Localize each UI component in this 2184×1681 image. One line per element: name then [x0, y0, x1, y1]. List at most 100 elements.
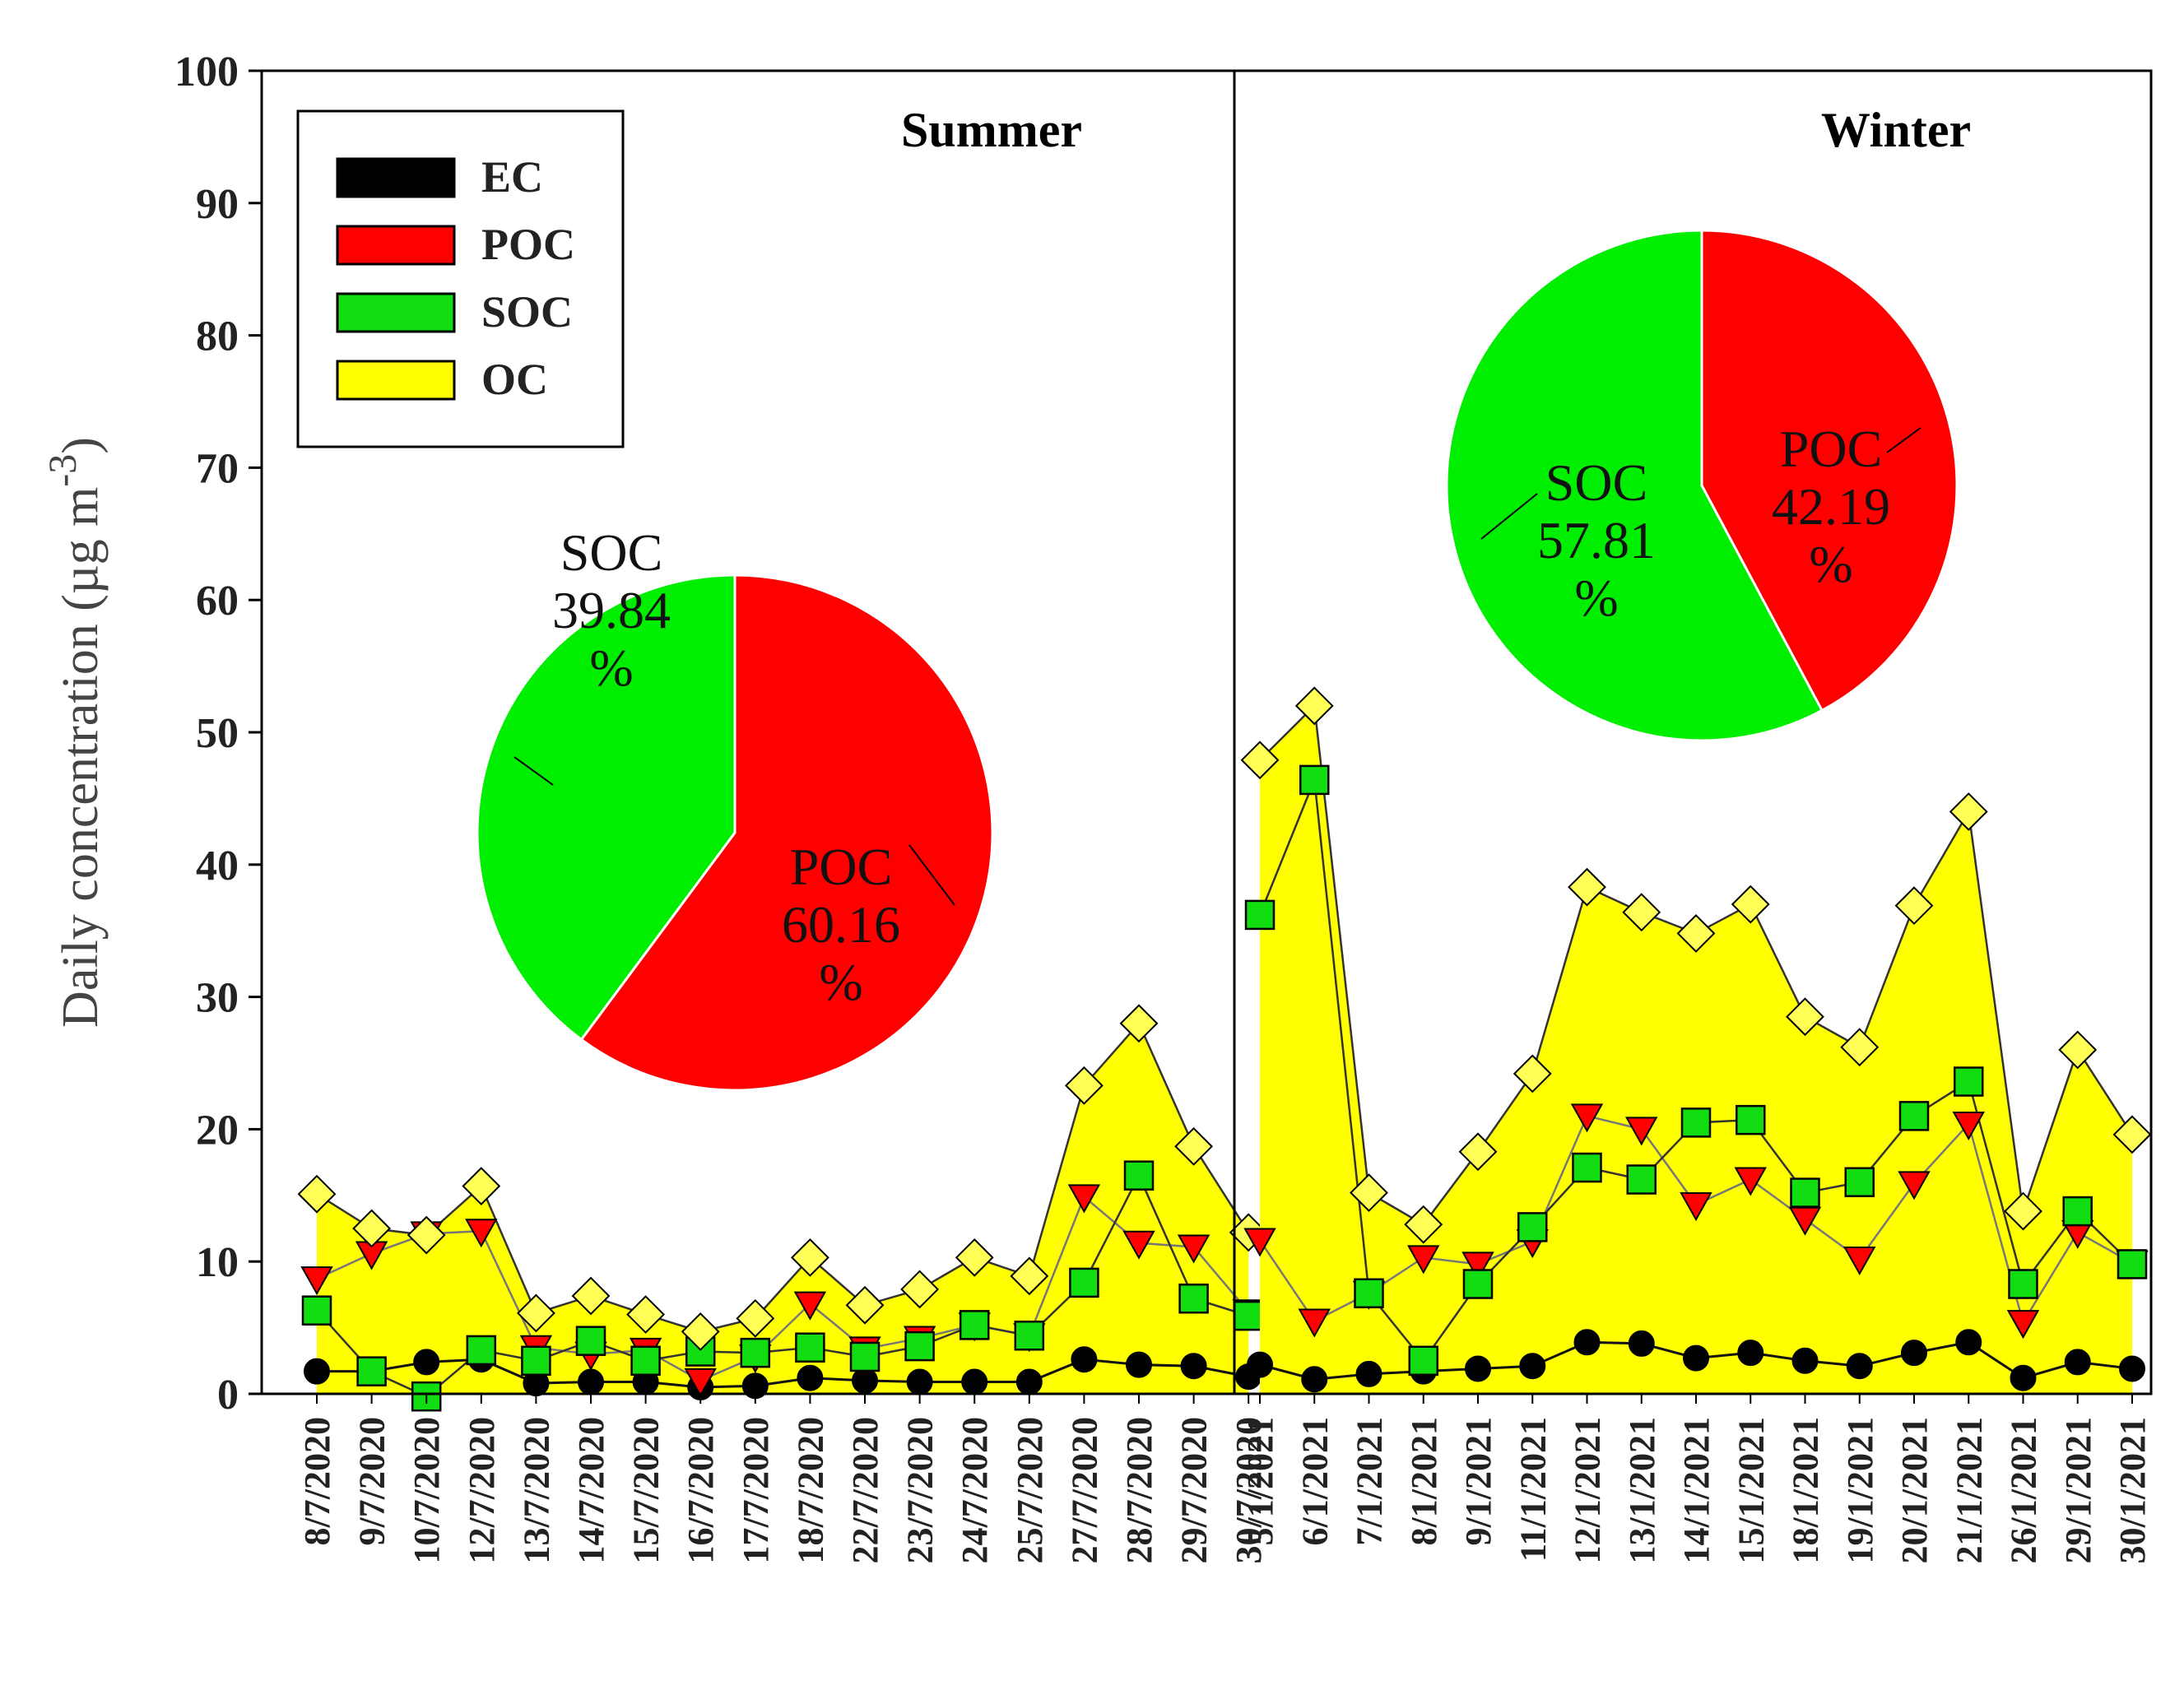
- plot-area: [297, 686, 2152, 1412]
- winter-poc-point: [1570, 1103, 1604, 1133]
- winter-ec-point: [1683, 1344, 1709, 1372]
- x-tick-label: 7/1/2021: [1350, 1417, 1390, 1545]
- winter-poc-point: [1298, 1308, 1331, 1338]
- summer-soc-point: [1069, 1267, 1099, 1298]
- winter-ec-point: [1465, 1355, 1491, 1382]
- summer-oc-area: [317, 1023, 1249, 1394]
- y-tick-label: 100: [174, 49, 239, 95]
- winter-oc-point: [1350, 1173, 1388, 1212]
- legend-label-ec: EC: [481, 152, 543, 202]
- summer-soc-point: [1178, 1283, 1209, 1314]
- winter-soc-point: [1680, 1108, 1712, 1138]
- summer-oc-point: [462, 1167, 501, 1205]
- y-tick-label: 60: [196, 578, 239, 625]
- winter-pie-leader-poc: [1886, 427, 1921, 453]
- winter-pie-slice-poc: [1700, 229, 1959, 713]
- winter-pie-label-soc: SOC 57.81%: [1537, 453, 1656, 627]
- x-tick-label: 9/1/2021: [1458, 1417, 1499, 1545]
- summer-ec-point: [906, 1368, 933, 1395]
- winter-soc-point: [1517, 1212, 1548, 1242]
- summer-oc-point: [1064, 1066, 1104, 1105]
- winter-poc-point: [1734, 1167, 1767, 1196]
- summer-soc-point: [795, 1332, 825, 1363]
- winter-soc-point: [1898, 1101, 1930, 1131]
- x-tick-label: 24/7/2020: [955, 1417, 995, 1563]
- summer-ec-point: [1015, 1368, 1043, 1395]
- summer-pie-slice-soc: [476, 573, 737, 1042]
- pie-label-line: 60.16: [782, 895, 900, 954]
- summer-oc-point: [297, 1174, 337, 1214]
- winter-soc-point: [2008, 1269, 2038, 1299]
- summer-ec-point: [304, 1358, 330, 1385]
- winter-ec-point: [1355, 1360, 1382, 1387]
- x-tick-label: 21/1/2021: [1949, 1417, 1989, 1563]
- summer-ec-point: [797, 1364, 824, 1391]
- summer-oc-point: [790, 1238, 829, 1277]
- summer-poc-point: [684, 1368, 717, 1397]
- winter-soc-point: [1954, 1066, 1984, 1097]
- x-tick-label: 9/7/2020: [352, 1417, 393, 1545]
- legend-swatch-soc: [336, 292, 456, 333]
- legend-swatch-oc: [336, 360, 456, 401]
- winter-soc-point: [1626, 1164, 1657, 1195]
- y-axis-label-close: ): [53, 437, 109, 454]
- x-tick-label: 6/1/2021: [1294, 1417, 1335, 1545]
- winter-poc-point: [1243, 1228, 1276, 1257]
- x-tick-label: 29/1/2021: [2058, 1417, 2098, 1563]
- summer-soc-point: [301, 1295, 332, 1326]
- pie-label-line: %: [589, 639, 633, 697]
- winter-soc-point: [1299, 764, 1330, 796]
- x-tick-label: 15/1/2021: [1731, 1417, 1771, 1563]
- winter-oc-point: [2112, 1115, 2152, 1154]
- summer-pie-slice-poc: [579, 573, 994, 1092]
- y-tick-label: 70: [196, 445, 239, 492]
- summer-poc-point: [465, 1219, 498, 1248]
- winter-ec-point: [1901, 1340, 1927, 1367]
- summer-soc-point: [356, 1356, 387, 1386]
- winter-oc-point: [1294, 686, 1334, 726]
- winter-oc-point: [1513, 1054, 1552, 1094]
- x-tick-label: 5/1/2021: [1240, 1417, 1280, 1545]
- pie-label-line: %: [819, 953, 862, 1011]
- x-tick-label: 20/1/2021: [1894, 1417, 1935, 1563]
- summer-soc-point: [1123, 1160, 1155, 1191]
- summer-poc-point: [1067, 1184, 1101, 1214]
- winter-ec-point: [1247, 1351, 1273, 1378]
- summer-poc-line: [316, 1195, 1250, 1382]
- winter-oc-point: [1568, 867, 1606, 907]
- summer-ec-point: [413, 1349, 440, 1376]
- winter-oc-point: [2058, 1030, 2098, 1070]
- winter-soc-point: [1408, 1345, 1438, 1377]
- x-tick-label: 27/7/2020: [1064, 1417, 1104, 1563]
- season-label-summer: Summer: [901, 103, 1082, 157]
- x-tick-label: 14/7/2020: [571, 1417, 611, 1563]
- summer-ec-point: [1071, 1346, 1098, 1373]
- winter-oc-point: [1622, 893, 1661, 932]
- summer-ec-point: [1180, 1353, 1207, 1380]
- legend: EC POC SOC OC: [296, 109, 625, 448]
- winter-pie-slice-soc: [1445, 229, 1824, 742]
- x-tick-label: 17/7/2020: [736, 1417, 776, 1563]
- summer-oc-point: [681, 1312, 720, 1351]
- winter-oc-point: [1731, 885, 1770, 924]
- winter-poc-point: [1843, 1246, 1876, 1276]
- x-tick-label: 11/1/2021: [1513, 1417, 1553, 1562]
- winter-soc-point: [1462, 1269, 1494, 1299]
- x-tick-label: 30/1/2021: [2112, 1417, 2153, 1563]
- pie-label-line: 57.81: [1537, 511, 1656, 569]
- y-tick-label: 90: [196, 181, 239, 228]
- legend-label-poc: POC: [481, 220, 575, 269]
- x-tick-label: 29/7/2020: [1174, 1417, 1215, 1563]
- summer-oc-point: [407, 1215, 446, 1255]
- y-tick-label: 80: [196, 313, 239, 360]
- summer-poc-point: [300, 1266, 333, 1296]
- pie-label-line: SOC: [1545, 453, 1648, 512]
- summer-poc-point: [1177, 1234, 1210, 1264]
- pie-label-line: %: [1809, 535, 1852, 593]
- summer-poc-point: [1122, 1230, 1155, 1260]
- x-tick-label: 26/1/2021: [2004, 1417, 2044, 1563]
- summer-oc-point: [900, 1270, 940, 1309]
- summer-pie-leader-poc: [908, 844, 955, 906]
- x-tick-label: 13/7/2020: [516, 1417, 556, 1563]
- x-tick-label: 23/7/2020: [900, 1417, 941, 1563]
